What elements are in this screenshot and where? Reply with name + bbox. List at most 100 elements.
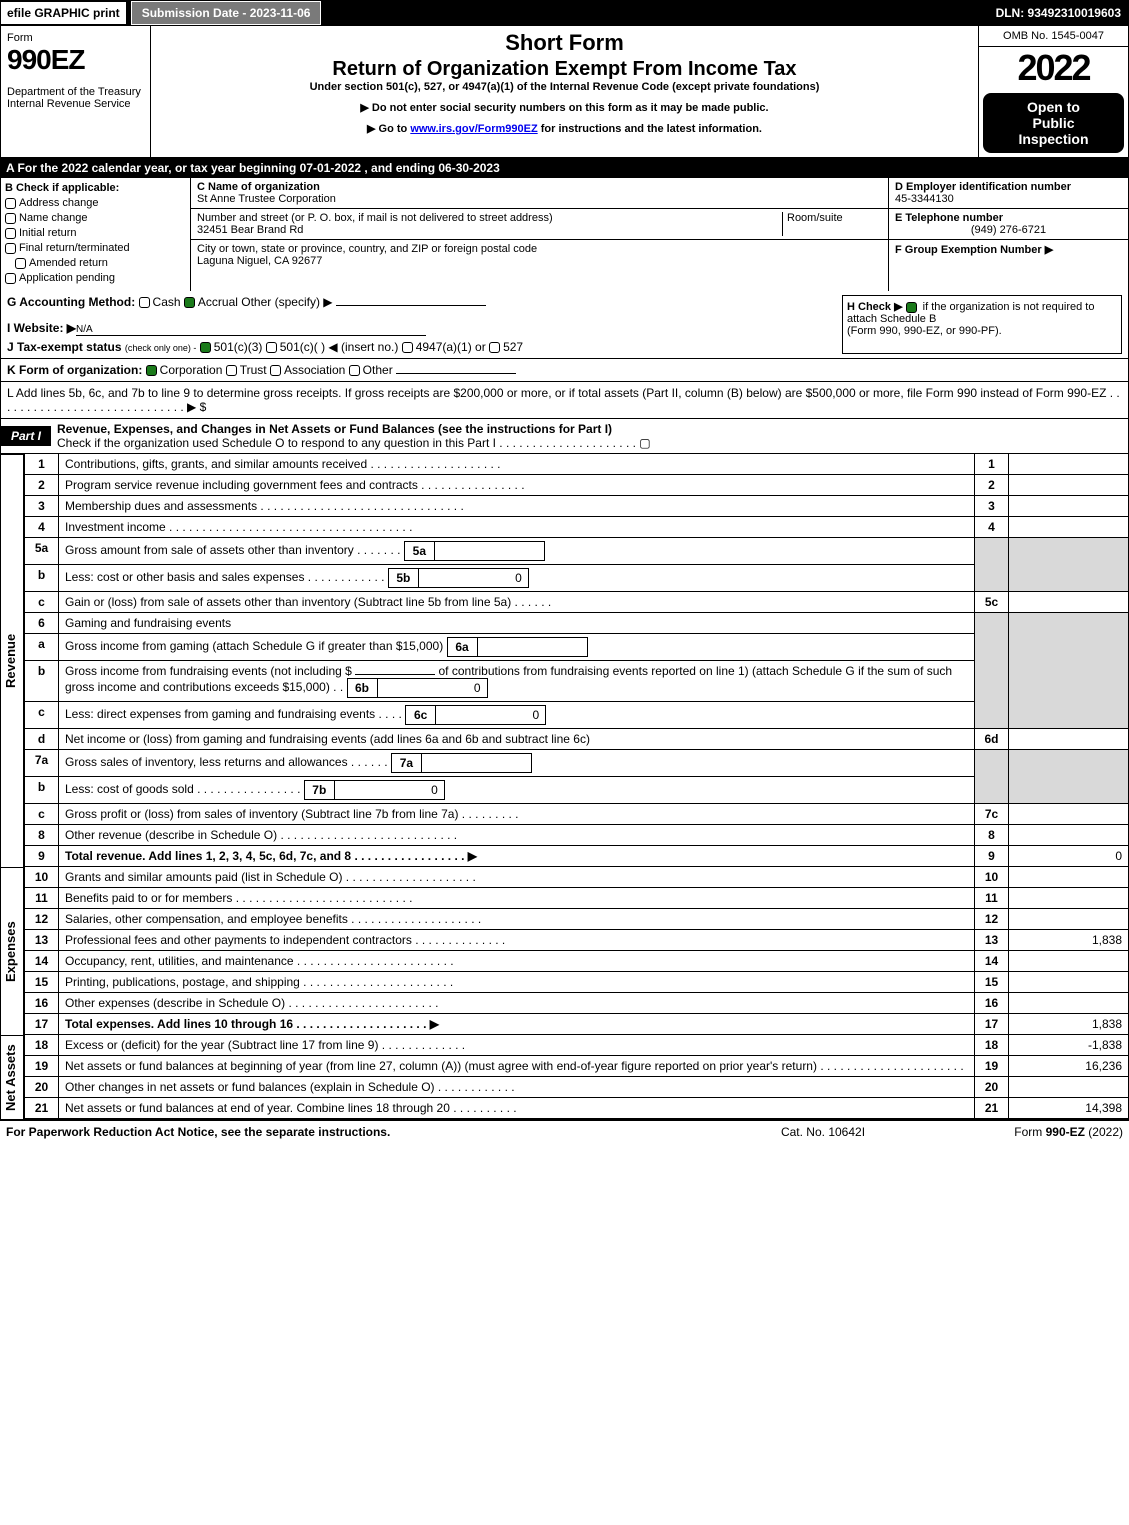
chk-trust[interactable] xyxy=(226,365,237,376)
chk-assoc[interactable] xyxy=(270,365,281,376)
omb-number: OMB No. 1545-0047 xyxy=(979,26,1128,47)
inspect2: Public xyxy=(989,115,1118,131)
c-label: C Name of organization xyxy=(197,181,320,193)
row-a: A For the 2022 calendar year, or tax yea… xyxy=(0,158,1129,178)
k-other: Other xyxy=(363,363,393,377)
city-value: Laguna Niguel, CA 92677 xyxy=(197,255,322,267)
footer-left: For Paperwork Reduction Act Notice, see … xyxy=(6,1125,723,1139)
street-value: 32451 Bear Brand Rd xyxy=(197,224,303,236)
line6c-sv: 0 xyxy=(436,706,546,725)
line1-text: Contributions, gifts, grants, and simila… xyxy=(59,454,975,475)
line5b-text: Less: cost or other basis and sales expe… xyxy=(65,570,384,584)
j-501c: 501(c)( ) ◀ (insert no.) xyxy=(280,340,399,354)
room-suite: Room/suite xyxy=(782,212,882,236)
chk-address[interactable] xyxy=(5,198,16,209)
section-l: L Add lines 5b, 6c, and 7b to line 9 to … xyxy=(0,382,1129,419)
chk-amended[interactable] xyxy=(15,258,26,269)
chk-name[interactable] xyxy=(5,213,16,224)
line18-num: 18 xyxy=(975,1035,1009,1056)
subtitle: Under section 501(c), 527, or 4947(a)(1)… xyxy=(155,81,974,93)
efile-label[interactable]: efile GRAPHIC print xyxy=(0,1,127,25)
line18-text: Excess or (deficit) for the year (Subtra… xyxy=(59,1035,975,1056)
header-left: Form 990EZ Department of the Treasury In… xyxy=(1,26,151,157)
header-right: OMB No. 1545-0047 2022 Open to Public In… xyxy=(978,26,1128,157)
line3-text: Membership dues and assessments . . . . … xyxy=(59,496,975,517)
chk-4947[interactable] xyxy=(402,342,413,353)
k-assoc: Association xyxy=(284,363,345,377)
line15-val xyxy=(1009,972,1129,993)
footer: For Paperwork Reduction Act Notice, see … xyxy=(0,1119,1129,1143)
part1-sub: Check if the organization used Schedule … xyxy=(57,436,651,450)
line8-num: 8 xyxy=(975,825,1009,846)
footer-right: Form 990-EZ (2022) xyxy=(923,1125,1123,1139)
netassets-table: 18Excess or (deficit) for the year (Subt… xyxy=(24,1035,1129,1119)
chk-501c3[interactable] xyxy=(200,342,211,353)
line11-text: Benefits paid to or for members . . . . … xyxy=(59,888,975,909)
line10-text: Grants and similar amounts paid (list in… xyxy=(59,867,975,888)
g-accrual: Accrual xyxy=(198,295,238,309)
line7b-text: Less: cost of goods sold . . . . . . . .… xyxy=(65,782,300,796)
part1-title: Revenue, Expenses, and Changes in Net As… xyxy=(57,422,612,436)
j-501c3: 501(c)(3) xyxy=(214,340,263,354)
inspect3: Inspection xyxy=(989,131,1118,147)
chk-other[interactable] xyxy=(349,365,360,376)
org-name: St Anne Trustee Corporation xyxy=(197,193,336,205)
line5a-sv xyxy=(434,542,544,561)
line13-num: 13 xyxy=(975,930,1009,951)
section-k: K Form of organization: Corporation Trus… xyxy=(0,359,1129,382)
section-h: H Check ▶ if the organization is not req… xyxy=(842,295,1122,354)
line6b: Gross income from fundraising events (no… xyxy=(59,661,975,702)
chk-cash[interactable] xyxy=(139,297,150,308)
line5c-val xyxy=(1009,592,1129,613)
line6b-sv: 0 xyxy=(377,679,487,698)
chk-initial[interactable] xyxy=(5,228,16,239)
line6d-num: 6d xyxy=(975,729,1009,750)
expenses-section: Expenses 10Grants and similar amounts pa… xyxy=(0,867,1129,1035)
line1-num: 1 xyxy=(975,454,1009,475)
line6a: Gross income from gaming (attach Schedul… xyxy=(59,634,975,661)
chk-pending[interactable] xyxy=(5,273,16,284)
line12-num: 12 xyxy=(975,909,1009,930)
line6c-sn: 6c xyxy=(406,706,436,725)
irs-link[interactable]: www.irs.gov/Form990EZ xyxy=(410,123,537,135)
section-c: C Name of organization St Anne Trustee C… xyxy=(191,178,888,291)
revenue-section: Revenue 1Contributions, gifts, grants, a… xyxy=(0,454,1129,867)
chk-accrual[interactable] xyxy=(184,297,195,308)
line6d-val xyxy=(1009,729,1129,750)
section-gh: G Accounting Method: Cash Accrual Other … xyxy=(0,291,1129,359)
line8-text: Other revenue (describe in Schedule O) .… xyxy=(59,825,975,846)
g-label: G Accounting Method: xyxy=(7,295,135,309)
tax-year: 2022 xyxy=(979,47,1128,89)
b-amend: Amended return xyxy=(29,257,108,269)
chk-527[interactable] xyxy=(489,342,500,353)
entity-block: B Check if applicable: Address change Na… xyxy=(0,178,1129,291)
line20-num: 20 xyxy=(975,1077,1009,1098)
b-init: Initial return xyxy=(19,227,76,239)
line21-text: Net assets or fund balances at end of ye… xyxy=(59,1098,975,1119)
line5c-num: 5c xyxy=(975,592,1009,613)
line6a-sn: 6a xyxy=(447,638,477,657)
k-trust: Trust xyxy=(240,363,267,377)
chk-501c[interactable] xyxy=(266,342,277,353)
ein-value: 45-3344130 xyxy=(895,193,954,205)
f-label: F Group Exemption Number ▶ xyxy=(895,244,1053,256)
line10-val xyxy=(1009,867,1129,888)
line20-text: Other changes in net assets or fund bala… xyxy=(59,1077,975,1098)
line12-val xyxy=(1009,909,1129,930)
line7c-val xyxy=(1009,804,1129,825)
line19-num: 19 xyxy=(975,1056,1009,1077)
line15-text: Printing, publications, postage, and shi… xyxy=(59,972,975,993)
line21-val: 14,398 xyxy=(1009,1098,1129,1119)
e-label: E Telephone number xyxy=(895,212,1003,224)
chk-final[interactable] xyxy=(5,243,16,254)
line6b-sn: 6b xyxy=(347,679,377,698)
d-label: D Employer identification number xyxy=(895,181,1071,193)
submission-date: Submission Date - 2023-11-06 xyxy=(131,1,322,25)
k-label: K Form of organization: xyxy=(7,363,142,377)
chk-scheduleb[interactable] xyxy=(906,302,917,313)
line3-val xyxy=(1009,496,1129,517)
chk-corp[interactable] xyxy=(146,365,157,376)
line7b-sv: 0 xyxy=(334,781,444,800)
line9-val: 0 xyxy=(1009,846,1129,867)
street-label: Number and street (or P. O. box, if mail… xyxy=(197,212,553,224)
